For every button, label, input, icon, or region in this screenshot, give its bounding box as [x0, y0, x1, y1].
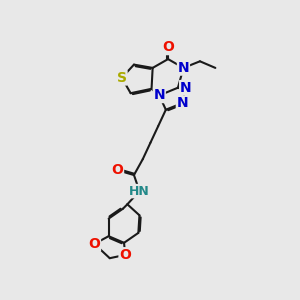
Text: N: N [176, 96, 188, 110]
Text: N: N [178, 61, 189, 75]
Text: O: O [88, 237, 100, 251]
Text: O: O [112, 163, 123, 177]
Text: N: N [153, 88, 165, 102]
Text: O: O [119, 248, 131, 262]
Text: HN: HN [129, 184, 150, 198]
Text: N: N [180, 81, 191, 95]
Text: O: O [162, 40, 174, 54]
Text: S: S [117, 71, 127, 85]
